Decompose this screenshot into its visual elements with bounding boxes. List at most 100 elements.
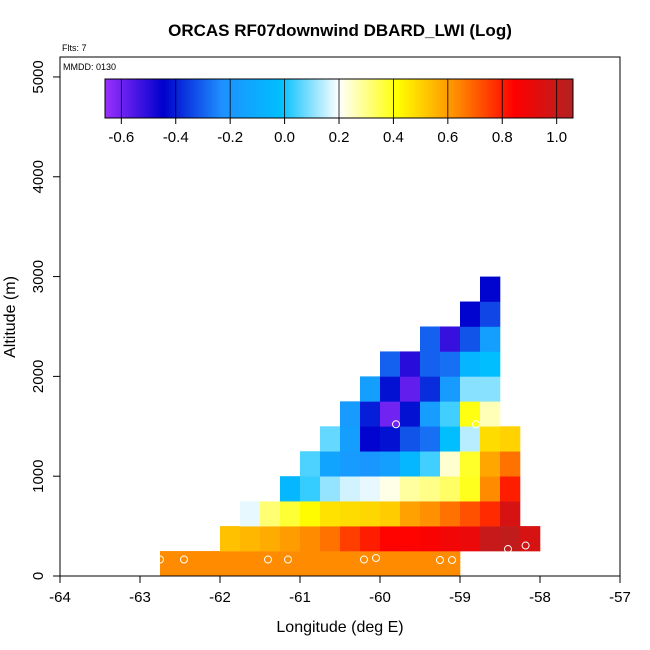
date-annotation: MMDD: 0130: [63, 62, 116, 72]
heatmap-cell: [400, 501, 421, 527]
sample-point: [472, 420, 480, 429]
heatmap-cell: [480, 451, 501, 477]
heatmap-cell: [360, 501, 381, 527]
heatmap-cell: [460, 401, 481, 427]
sample-points: [156, 276, 530, 565]
heatmap-cell: [380, 501, 401, 527]
heatmap-cell: [440, 426, 461, 452]
heatmap-cell: [420, 401, 441, 427]
heatmap-cell: [420, 551, 441, 577]
sample-point: [180, 555, 188, 564]
heatmap-cell: [440, 376, 461, 402]
sample-point: [372, 554, 380, 563]
colorbar-tick-label: -0.2: [217, 129, 243, 146]
heatmap-cell: [500, 426, 521, 452]
heatmap-cell: [380, 401, 401, 427]
plot-frame: [59, 56, 621, 577]
heatmap-cell: [360, 476, 381, 502]
heatmap-cell: [320, 426, 341, 452]
heatmap-cell: [440, 551, 461, 577]
heatmap-cell: [480, 376, 501, 402]
heatmap-cell: [400, 376, 421, 402]
heatmap-cell: [480, 501, 501, 527]
chart-title: ORCAS RF07downwind DBARD_LWI (Log): [168, 21, 512, 40]
sample-point: [264, 555, 272, 564]
sample-point: [504, 545, 512, 554]
heatmap-cell: [500, 501, 521, 527]
colorbar-tick-label: -0.4: [163, 129, 189, 146]
y-tick-label: 3000: [30, 260, 47, 293]
heatmap-cell: [380, 526, 401, 552]
colorbar-tick-label: 1.0: [546, 129, 567, 146]
heatmap-cell: [360, 526, 381, 552]
heatmap-cell: [420, 426, 441, 452]
sample-point: [448, 556, 456, 565]
sample-point: [284, 555, 292, 564]
heatmap-cell: [420, 501, 441, 527]
heatmap-cell: [440, 351, 461, 377]
y-tick-label: 4000: [30, 160, 47, 193]
sample-point: [156, 555, 164, 564]
heatmap-cell: [400, 451, 421, 477]
heatmap-cell: [440, 326, 461, 352]
colorbar-tick-label: 0.6: [437, 129, 458, 146]
heatmap-cell: [480, 401, 501, 427]
heatmap-cell: [380, 426, 401, 452]
heatmap-cell: [440, 526, 461, 552]
heatmap-cell: [340, 476, 361, 502]
heatmap-cell: [240, 551, 261, 577]
x-tick-label: -60: [369, 589, 391, 606]
x-tick-label: -62: [209, 589, 231, 606]
flights-annotation: Flts: 7: [62, 43, 87, 53]
heatmap-cell: [440, 501, 461, 527]
heatmap-cell: [380, 376, 401, 402]
colorbar-tick-label: 0.8: [492, 129, 513, 146]
x-axis-title: Longitude (deg E): [276, 619, 403, 636]
heatmap-cell: [200, 551, 221, 577]
heatmap-cell: [500, 476, 521, 502]
heatmap-cell: [480, 526, 501, 552]
heatmap-cell: [480, 326, 501, 352]
heatmap-cell: [260, 526, 281, 552]
colorbar-tick-label: 0.4: [383, 129, 404, 146]
y-axis: 0 1000 2000 3000 4000 5000: [30, 60, 60, 580]
heatmap-cell: [280, 551, 301, 577]
heatmap-cell: [440, 476, 461, 502]
colorbar-tick-label: 0.0: [274, 129, 295, 146]
heatmap-cell: [300, 476, 321, 502]
heatmap-cell: [480, 301, 501, 327]
heatmap-cell: [400, 526, 421, 552]
heatmap-cell: [380, 551, 401, 577]
sample-point: [504, 276, 512, 285]
heatmap-cell: [480, 476, 501, 502]
heatmap-cell: [280, 501, 301, 527]
heatmap-cell: [180, 551, 201, 577]
heatmap-cell: [380, 451, 401, 477]
heatmap-cell: [460, 376, 481, 402]
heatmap-cell: [300, 551, 321, 577]
y-tick-label: 1000: [30, 460, 47, 493]
heatmap-cell: [220, 551, 241, 577]
sample-point: [436, 556, 444, 565]
heatmap-cell: [460, 451, 481, 477]
sample-point: [392, 420, 400, 429]
heatmap-cell: [160, 551, 181, 577]
heatmap-cell: [340, 526, 361, 552]
heatmap-cell: [380, 476, 401, 502]
heatmap-cell: [400, 401, 421, 427]
heatmap-cell: [420, 351, 441, 377]
heatmap-cell: [440, 451, 461, 477]
x-tick-label: -64: [49, 589, 71, 606]
sample-point: [360, 555, 368, 564]
heatmap-cell: [240, 501, 261, 527]
heatmap-cell: [260, 551, 281, 577]
heatmap-cell: [460, 301, 481, 327]
y-tick-label: 2000: [30, 360, 47, 393]
x-tick-label: -59: [449, 589, 471, 606]
x-tick-label: -58: [529, 589, 551, 606]
colorbar-tick-label: -0.6: [108, 129, 134, 146]
heatmap-cell: [480, 276, 501, 302]
heatmap-cell: [460, 526, 481, 552]
colorbar: -0.6 -0.4 -0.2 0.0 0.2 0.4 0.6 0.8 1.0: [104, 78, 574, 146]
